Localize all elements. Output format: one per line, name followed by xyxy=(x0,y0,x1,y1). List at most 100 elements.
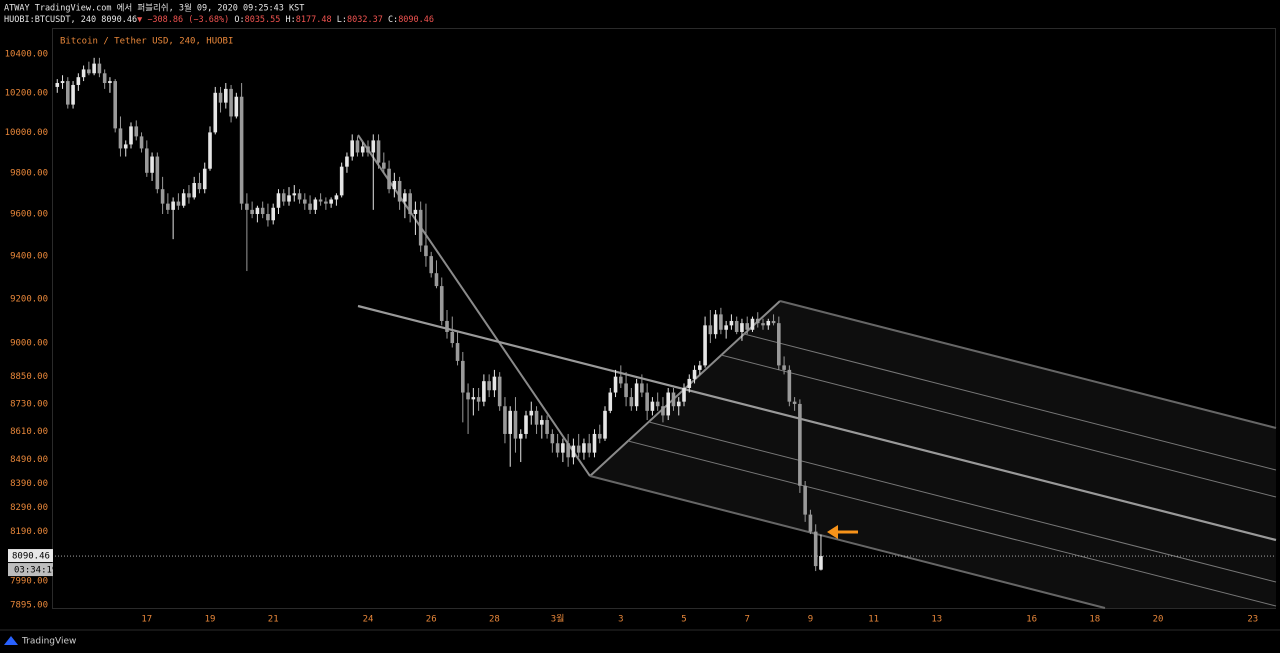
change: ▼ −308.86 (−3.68%) xyxy=(137,15,229,25)
x-tick-label: 24 xyxy=(363,615,374,625)
channel-line xyxy=(743,333,1277,471)
o-label: O: xyxy=(234,15,244,25)
candle-body xyxy=(250,209,254,215)
candle-body xyxy=(724,325,728,330)
countdown-box xyxy=(8,563,53,577)
price-label-box xyxy=(8,549,53,563)
y-tick-label: 8190.00 xyxy=(10,527,48,537)
candle-body xyxy=(819,556,823,570)
candle-body xyxy=(597,433,602,439)
x-tick-label: 11 xyxy=(868,615,879,625)
candle-body xyxy=(629,397,634,407)
x-tick-label: 7 xyxy=(745,615,750,625)
candle-body xyxy=(102,73,107,84)
candle-body xyxy=(71,84,75,105)
candle-body xyxy=(466,392,470,400)
candle-body xyxy=(260,207,265,215)
candle-body xyxy=(540,420,544,425)
candle-body xyxy=(139,136,144,149)
candle-body xyxy=(81,69,86,78)
candle-body xyxy=(355,140,360,153)
candle-body xyxy=(792,401,797,404)
candle-body xyxy=(450,331,455,344)
candle-body xyxy=(692,369,697,379)
candle-body xyxy=(461,360,465,393)
candle-body xyxy=(134,126,139,137)
candle-body xyxy=(418,209,423,246)
candle-body xyxy=(113,81,118,129)
x-tick-label: 13 xyxy=(931,615,942,625)
candle-body xyxy=(582,443,586,453)
candle-body xyxy=(313,199,318,210)
channel-line xyxy=(589,475,1106,609)
candle-body xyxy=(766,320,771,326)
brand[interactable]: TradingView xyxy=(21,637,76,647)
y-tick-label: 8490.00 xyxy=(10,455,48,465)
candle-body xyxy=(550,433,555,444)
candle-body xyxy=(518,433,523,439)
candle-body xyxy=(408,193,412,215)
x-tick-label: 3 xyxy=(618,615,623,625)
x-tick-label: 20 xyxy=(1153,615,1164,625)
logo[interactable]: TradingView xyxy=(4,636,76,647)
candle-body xyxy=(703,325,707,366)
candle-body xyxy=(608,392,613,411)
candle-body xyxy=(403,193,407,202)
c-label: C: xyxy=(388,15,398,25)
candle-body xyxy=(66,81,70,105)
candle-body xyxy=(471,397,476,400)
y-tick-label: 8290.00 xyxy=(10,503,48,513)
candle-body xyxy=(208,132,212,169)
candle-body xyxy=(734,320,739,332)
publisher: ATWAY TradingView.com 에서 퍼블리쉬, 3월 09, 20… xyxy=(4,3,304,14)
candle-body xyxy=(682,387,686,402)
y-tick-label: 10400.00 xyxy=(5,49,48,59)
candle-body xyxy=(234,96,239,117)
candle-body xyxy=(413,209,418,215)
y-tick-label: 9600.00 xyxy=(10,210,48,220)
candle-body xyxy=(308,203,312,210)
candle-body xyxy=(571,445,576,458)
candle-body xyxy=(87,69,91,74)
candle-body xyxy=(719,314,723,330)
candle-body xyxy=(382,162,386,169)
y-tick-label: 10200.00 xyxy=(5,88,48,98)
candle-body xyxy=(350,140,355,157)
candle-body xyxy=(455,343,460,361)
trend-line xyxy=(357,134,591,477)
candle-body xyxy=(655,401,660,407)
y-tick-label: 9400.00 xyxy=(10,252,48,262)
candle-body xyxy=(634,383,639,407)
last-price-label: 8090.46 xyxy=(12,552,50,562)
candle-body xyxy=(613,376,618,393)
candle-body xyxy=(750,318,755,330)
candle-body xyxy=(687,378,692,388)
candle-body xyxy=(108,81,112,84)
y-tick-label: 7990.00 xyxy=(10,577,48,587)
candle-body xyxy=(534,410,539,425)
symbol: HUOBI:BTCUSDT, 240 8090.46▼ −308.86 (−3.… xyxy=(4,15,434,25)
candle-body xyxy=(171,201,175,210)
candle-body xyxy=(666,392,671,416)
candle-body xyxy=(281,193,286,202)
candle-body xyxy=(619,376,623,384)
x-tick-label: 16 xyxy=(1026,615,1037,625)
candle-body xyxy=(603,410,607,439)
candle-body xyxy=(324,201,328,204)
h-value: 8177.48 xyxy=(296,15,332,25)
candle-body xyxy=(708,325,713,335)
candle-body xyxy=(392,180,397,190)
candle-body xyxy=(524,415,528,434)
candle-body xyxy=(661,406,665,416)
candle-body xyxy=(360,146,365,153)
candle-body xyxy=(782,365,786,370)
candle-body xyxy=(345,156,349,167)
candle-body xyxy=(339,166,344,196)
candle-body xyxy=(303,199,307,204)
candle-body xyxy=(513,410,518,439)
candle-body xyxy=(176,201,181,206)
y-tick-label: 8730.00 xyxy=(10,399,48,409)
y-tick-label: 9000.00 xyxy=(10,339,48,349)
candle-body xyxy=(777,323,781,366)
